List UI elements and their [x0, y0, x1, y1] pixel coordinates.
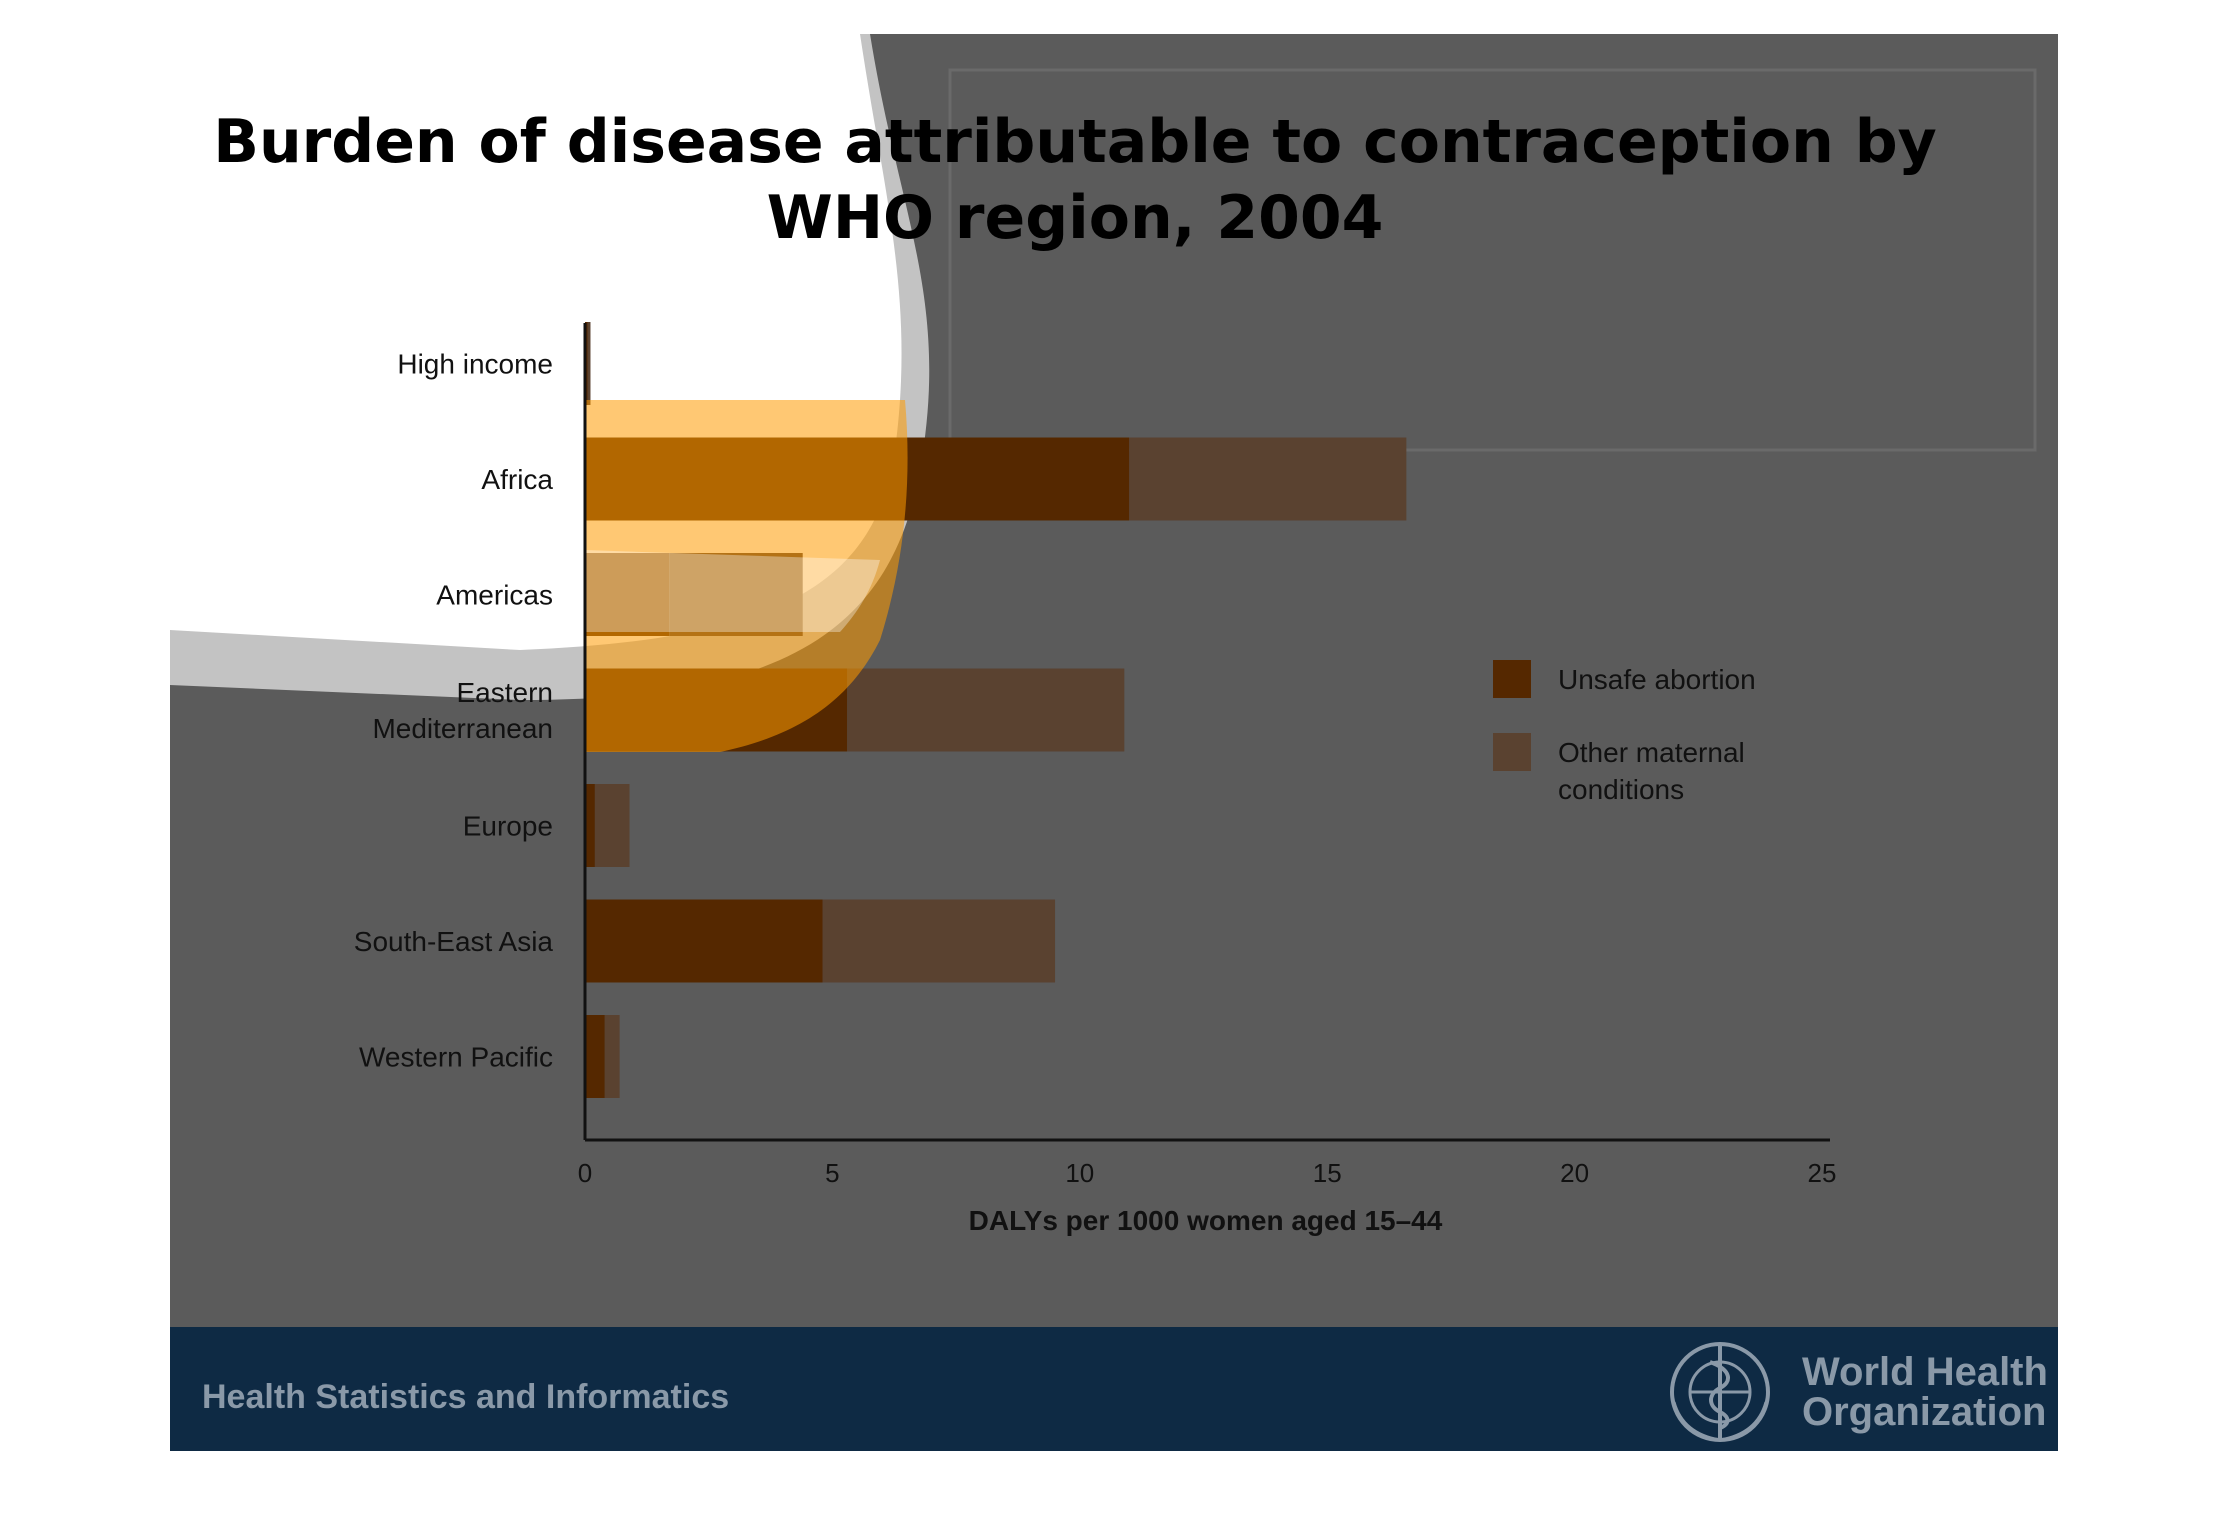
x-tick-label: 10	[1065, 1158, 1094, 1188]
category-label: Africa	[481, 464, 553, 495]
category-label: Eastern Mediterranean	[372, 677, 553, 744]
x-tick-label: 5	[825, 1158, 839, 1188]
bar-other-maternal-5	[822, 899, 1056, 983]
organization-name-line-2: Organization	[1802, 1390, 2046, 1434]
page-title-line-1: Burden of disease attributable to contra…	[213, 107, 1937, 177]
bar-other-maternal-4	[594, 784, 630, 867]
category-label: Western Pacific	[359, 1042, 553, 1073]
bar-unsafe-abortion-4	[585, 784, 595, 867]
bar-unsafe-abortion-5	[585, 899, 823, 983]
category-label: South-East Asia	[354, 926, 554, 957]
legend-swatch-other-maternal	[1493, 733, 1531, 771]
x-tick-label: 15	[1313, 1158, 1342, 1188]
bar-other-maternal-1	[1129, 437, 1407, 521]
bar-other-maternal-6	[604, 1015, 620, 1098]
organization-name-line-1: World Health	[1802, 1350, 2048, 1394]
bar-unsafe-abortion-6	[585, 1015, 605, 1098]
category-label: Americas	[436, 580, 553, 611]
x-tick-label: 0	[578, 1158, 592, 1188]
who-emblem-icon	[1670, 1342, 1770, 1442]
bar-chart: High income Africa Americas Eastern Mediterr…	[354, 322, 1837, 1236]
footer-band	[170, 1327, 2058, 1451]
swoosh-highlight-overlay	[585, 550, 880, 632]
x-axis-title: DALYs per 1000 women aged 15–44	[969, 1205, 1443, 1236]
slide-frame	[948, 68, 2037, 452]
bar-other-maternal-3	[847, 668, 1125, 752]
footer-text: Health Statistics and Informatics	[202, 1378, 729, 1416]
category-label: High income	[397, 349, 553, 380]
x-tick-label: 20	[1560, 1158, 1589, 1188]
legend-swatch-unsafe-abortion	[1493, 660, 1531, 698]
x-tick-label: 25	[1808, 1158, 1837, 1188]
category-label: Europe	[463, 811, 553, 842]
page-title-line-2: WHO region, 2004	[767, 183, 1384, 253]
legend-label-other-maternal: Other maternal conditions	[1558, 737, 1745, 805]
swoosh-tint-overlay	[585, 400, 908, 752]
bar-other-maternal-0	[587, 322, 591, 405]
legend-label-unsafe-abortion: Unsafe abortion	[1558, 664, 1756, 695]
